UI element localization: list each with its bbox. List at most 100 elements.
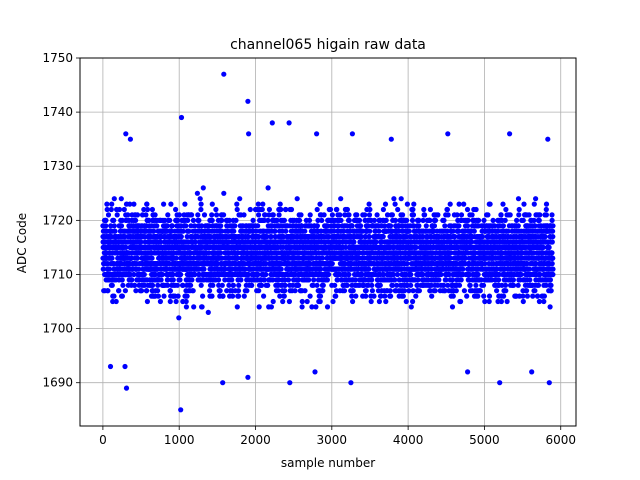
data-point xyxy=(182,201,188,207)
data-point xyxy=(116,206,123,213)
data-point xyxy=(216,277,222,283)
data-point xyxy=(183,298,189,305)
data-point xyxy=(260,201,266,207)
data-point xyxy=(232,223,238,229)
data-point xyxy=(173,298,179,305)
data-point xyxy=(177,277,183,283)
data-point xyxy=(167,288,173,294)
data-point xyxy=(265,185,271,191)
data-point xyxy=(327,206,334,213)
data-point xyxy=(366,212,373,218)
data-point xyxy=(261,277,267,283)
data-point xyxy=(283,228,289,234)
data-point xyxy=(363,288,369,294)
data-point xyxy=(175,293,181,299)
data-point xyxy=(238,277,244,283)
data-point xyxy=(400,212,406,218)
data-point xyxy=(476,217,482,223)
data-point xyxy=(366,266,372,272)
data-point xyxy=(118,196,124,202)
data-point xyxy=(138,239,144,245)
data-point xyxy=(250,217,256,223)
data-point xyxy=(219,217,225,223)
data-point xyxy=(281,293,287,299)
data-point xyxy=(216,282,222,288)
data-point xyxy=(190,217,196,223)
data-point xyxy=(408,304,414,310)
data-point xyxy=(235,288,242,294)
data-point xyxy=(282,288,288,294)
data-point xyxy=(465,217,471,223)
data-point xyxy=(234,201,240,207)
data-point xyxy=(201,266,207,272)
data-point xyxy=(380,206,386,213)
data-point xyxy=(387,288,393,294)
data-point xyxy=(298,212,304,218)
data-point xyxy=(444,206,450,213)
data-point xyxy=(410,212,416,218)
data-point xyxy=(164,223,170,229)
data-point xyxy=(464,206,471,213)
data-point xyxy=(333,293,339,299)
data-point xyxy=(256,288,262,294)
data-point xyxy=(133,217,139,223)
data-point xyxy=(218,223,224,229)
data-point xyxy=(272,228,278,234)
data-point xyxy=(169,223,175,229)
data-point xyxy=(270,298,276,305)
data-points xyxy=(100,71,556,413)
data-point xyxy=(109,201,115,207)
data-point xyxy=(409,217,416,223)
data-point xyxy=(209,212,215,218)
data-point xyxy=(106,266,113,272)
data-point xyxy=(230,282,236,288)
data-point xyxy=(292,288,298,294)
data-point xyxy=(134,212,141,218)
data-point xyxy=(209,201,215,207)
data-point xyxy=(317,293,324,299)
data-point xyxy=(103,223,109,229)
data-point xyxy=(471,228,477,234)
data-point xyxy=(373,239,379,245)
data-point xyxy=(144,298,150,305)
data-point xyxy=(218,250,224,256)
data-point xyxy=(174,282,180,288)
data-point xyxy=(236,293,242,299)
data-point xyxy=(141,206,147,213)
data-point xyxy=(338,217,344,223)
data-point xyxy=(453,288,459,294)
data-point xyxy=(296,217,303,223)
data-point xyxy=(422,212,428,218)
data-point xyxy=(329,212,335,218)
data-point xyxy=(222,266,228,272)
data-point xyxy=(234,206,240,213)
data-point xyxy=(151,228,157,234)
data-point xyxy=(383,217,389,223)
data-point xyxy=(307,293,313,299)
data-point xyxy=(194,190,200,196)
data-point xyxy=(234,255,240,261)
data-point xyxy=(154,223,160,229)
data-point xyxy=(461,288,467,294)
data-point xyxy=(144,288,150,294)
data-point xyxy=(131,271,137,278)
data-point xyxy=(403,298,409,305)
data-point xyxy=(408,271,414,278)
data-point xyxy=(475,293,481,299)
data-point xyxy=(105,212,112,218)
data-point xyxy=(304,298,310,305)
data-point xyxy=(230,293,236,299)
data-point xyxy=(161,201,167,207)
data-point xyxy=(285,277,292,283)
data-point xyxy=(234,304,240,310)
data-point xyxy=(255,201,261,207)
data-point xyxy=(288,206,295,213)
data-point xyxy=(465,223,471,229)
data-point xyxy=(183,223,189,229)
data-point xyxy=(337,212,343,218)
data-point xyxy=(432,217,439,223)
data-point xyxy=(380,234,386,240)
data-point xyxy=(432,288,438,294)
data-point xyxy=(382,293,388,299)
data-point xyxy=(170,277,176,283)
